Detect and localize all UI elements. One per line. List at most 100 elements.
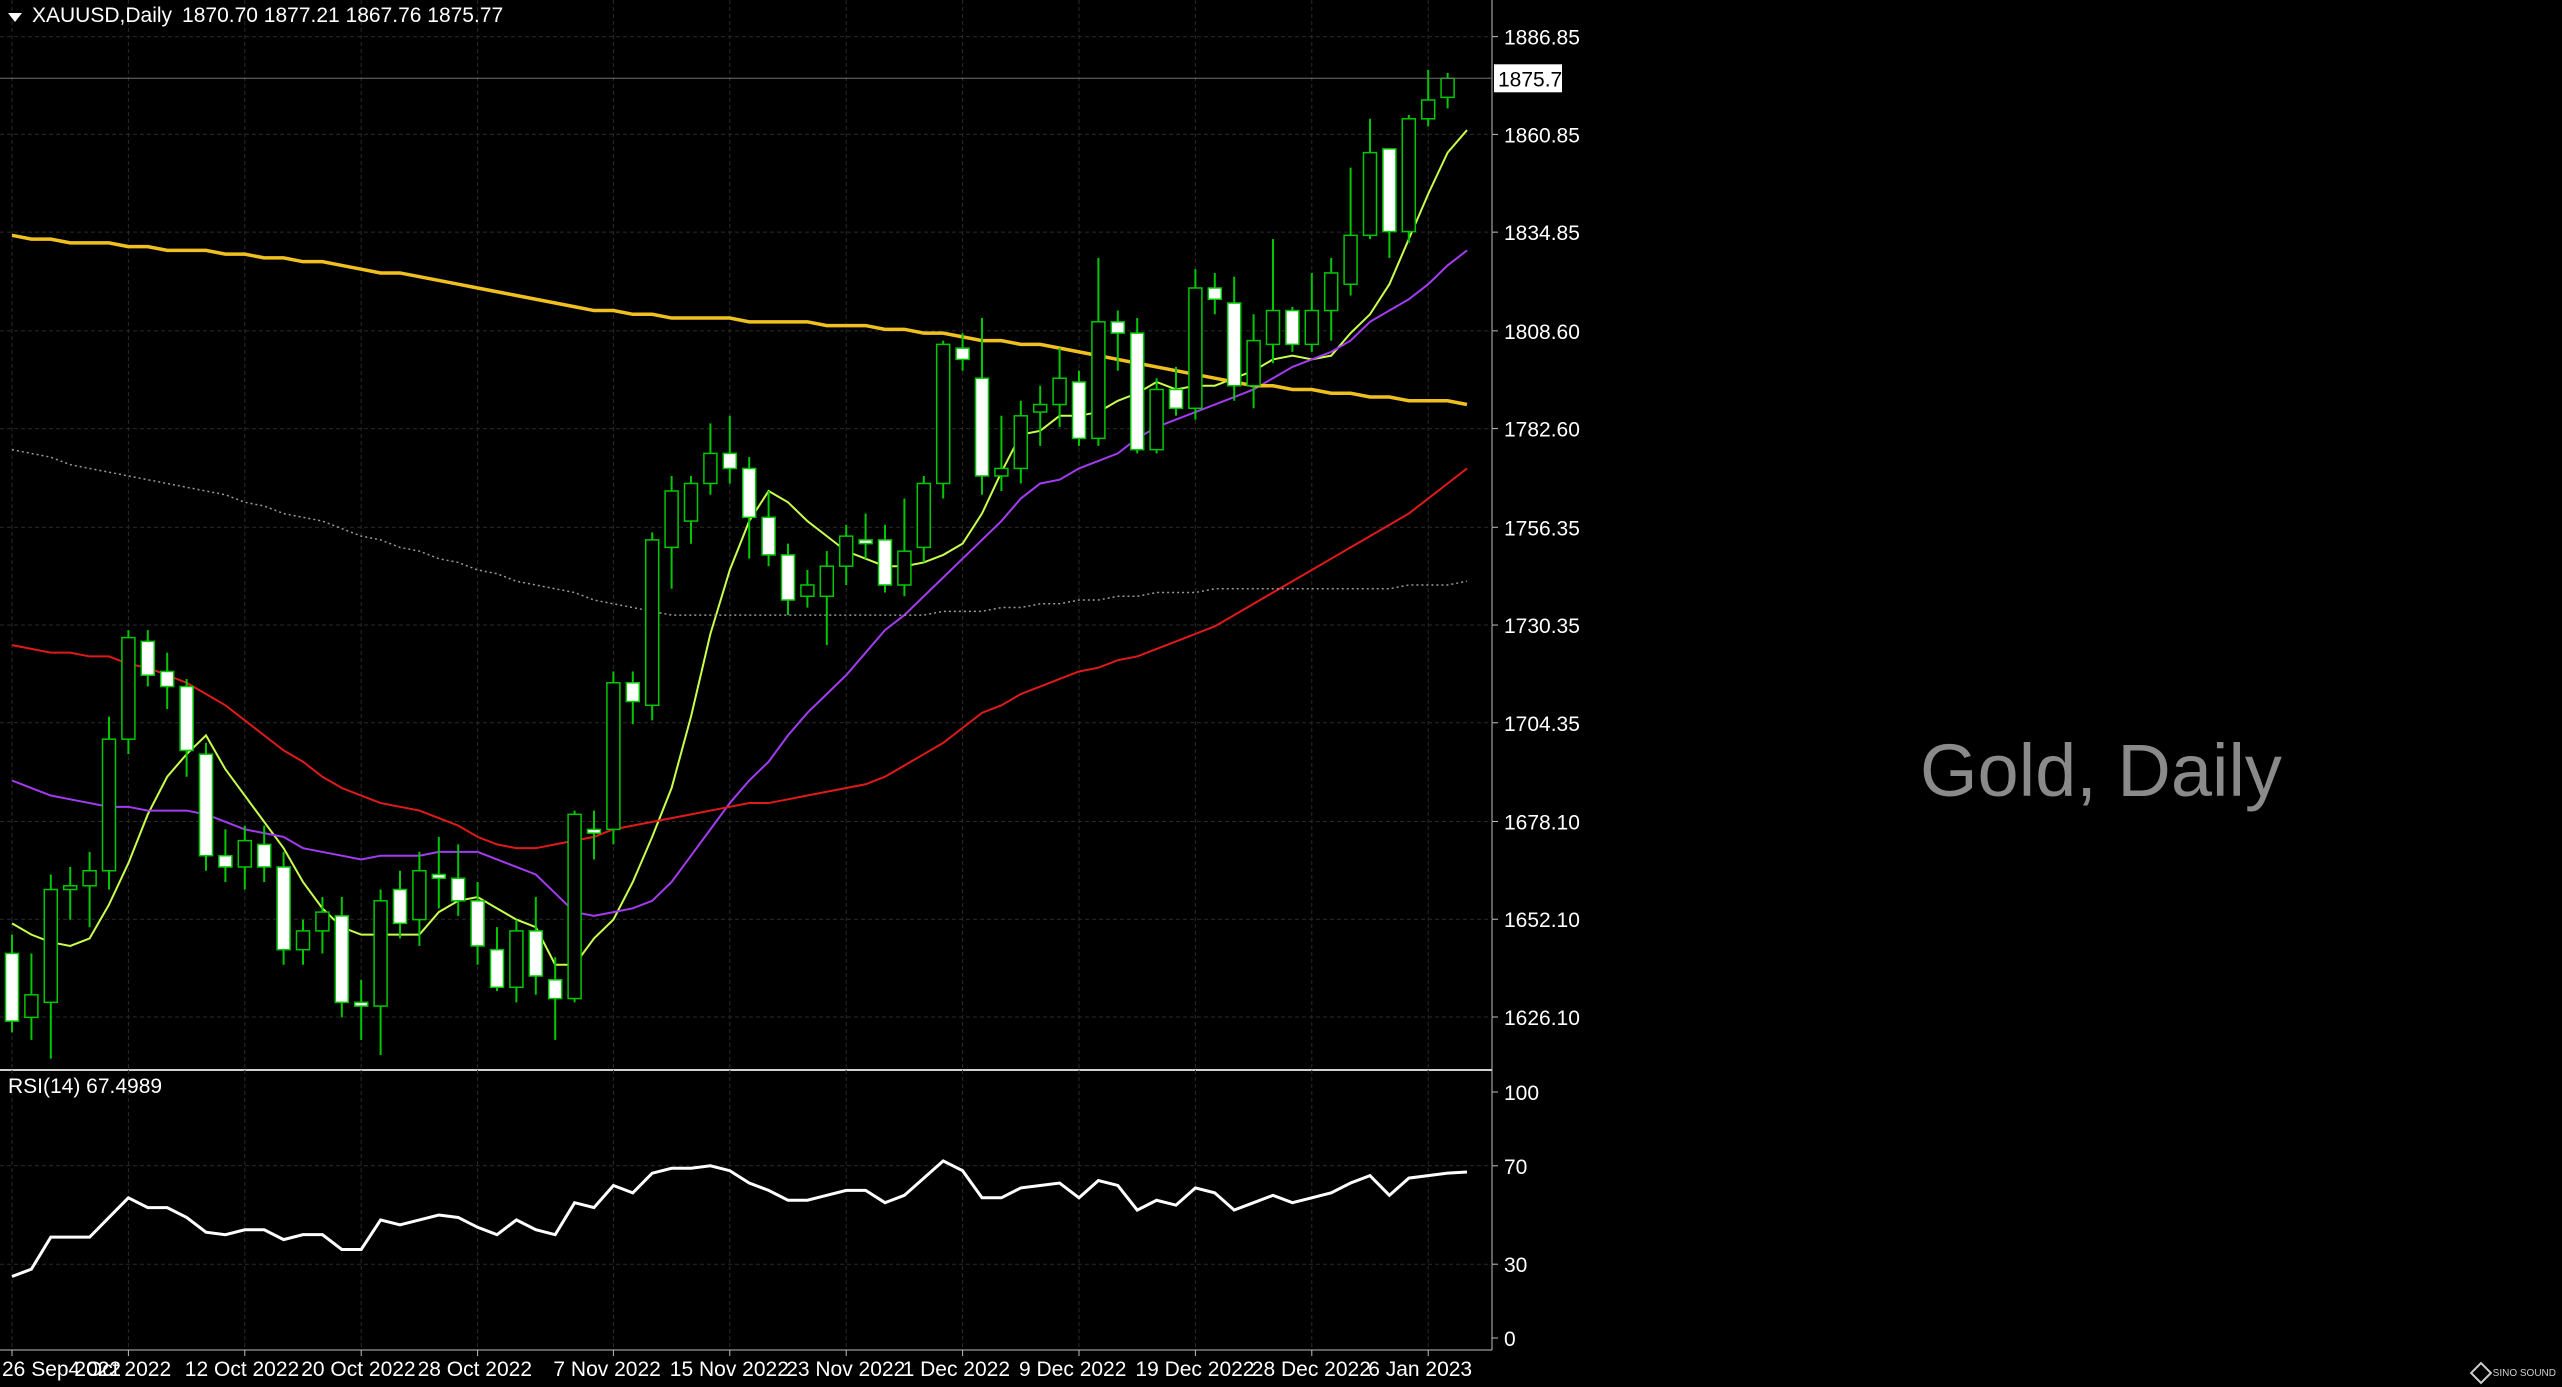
bullish-candle bbox=[1343, 234, 1358, 285]
bullish-candle bbox=[1420, 99, 1436, 120]
chart-watermark: Gold, Daily bbox=[1920, 729, 2282, 812]
bearish-candle bbox=[140, 640, 156, 676]
price-tick-label: 1704.35 bbox=[1504, 713, 1580, 736]
price-tick-label: 1834.85 bbox=[1504, 222, 1580, 245]
bullish-candle bbox=[1265, 309, 1281, 346]
chart-header[interactable]: XAUUSD,Daily 1870.70 1877.21 1867.76 187… bbox=[8, 4, 503, 28]
bullish-candle bbox=[1013, 415, 1029, 470]
bearish-candle bbox=[586, 828, 602, 834]
date-label: 12 Oct 2022 bbox=[185, 1358, 299, 1381]
bullish-candle bbox=[237, 839, 253, 868]
bearish-candle bbox=[625, 681, 641, 703]
rsi-tick-label: 30 bbox=[1504, 1254, 1527, 1277]
bullish-candle bbox=[664, 490, 679, 549]
bullish-candle bbox=[1149, 388, 1164, 451]
rsi-tick-label: 100 bbox=[1504, 1082, 1539, 1105]
moving-average-line bbox=[11, 467, 1468, 850]
price-tick-label: 1678.10 bbox=[1504, 811, 1580, 834]
date-label: 28 Dec 2022 bbox=[1252, 1358, 1371, 1381]
price-tick-label: 1886.85 bbox=[1504, 27, 1580, 50]
bearish-candle bbox=[1382, 148, 1397, 233]
bullish-candle bbox=[800, 584, 815, 598]
bullish-candle bbox=[935, 343, 951, 485]
bullish-candle bbox=[916, 482, 932, 549]
rsi-tick-label: 70 bbox=[1504, 1156, 1527, 1179]
bearish-candle bbox=[489, 948, 505, 989]
dropdown-triangle-icon[interactable] bbox=[8, 12, 22, 22]
bullish-candle bbox=[1401, 118, 1417, 233]
date-label: 20 Oct 2022 bbox=[301, 1358, 415, 1381]
bearish-candle bbox=[877, 539, 893, 586]
date-label: 6 Jan 2023 bbox=[1368, 1358, 1472, 1381]
price-tick-label: 1756.35 bbox=[1504, 517, 1580, 540]
moving-average-line bbox=[11, 129, 1468, 966]
bearish-candle bbox=[392, 888, 408, 925]
bullish-candle bbox=[295, 930, 311, 951]
bullish-candle bbox=[121, 636, 136, 740]
date-label: 1 Dec 2022 bbox=[903, 1358, 1010, 1381]
main-grid bbox=[0, 0, 1493, 1351]
bullish-candle bbox=[703, 452, 718, 485]
bearish-candle bbox=[974, 377, 990, 477]
date-label: 23 Nov 2022 bbox=[786, 1358, 905, 1381]
bearish-candle bbox=[450, 877, 466, 902]
bearish-candle bbox=[256, 843, 272, 868]
date-label: 15 Nov 2022 bbox=[670, 1358, 789, 1381]
price-tick-label: 1626.10 bbox=[1504, 1007, 1580, 1030]
price-tick-label: 1782.60 bbox=[1504, 419, 1580, 442]
bullish-candle bbox=[994, 467, 1009, 477]
date-label: 26 Sep 2022 bbox=[2, 1358, 121, 1381]
logo-text: SINO SOUND bbox=[2492, 1367, 2556, 1379]
bearish-candle bbox=[780, 554, 796, 601]
bearish-candle bbox=[470, 900, 485, 947]
bullish-candle bbox=[1091, 321, 1106, 440]
date-label: 4 Oct 2022 bbox=[68, 1358, 171, 1381]
bearish-candle bbox=[858, 539, 873, 545]
ohlc-values: 1870.70 1877.21 1867.76 1875.77 bbox=[182, 4, 504, 27]
bullish-candle bbox=[1188, 287, 1203, 410]
bullish-candle bbox=[24, 994, 39, 1019]
bearish-candle bbox=[1071, 381, 1087, 440]
moving-average-line bbox=[11, 448, 1468, 616]
rsi-tick-label: 0 bbox=[1504, 1328, 1516, 1351]
bearish-candle bbox=[4, 952, 20, 1022]
rsi-grid bbox=[0, 1070, 1492, 1350]
moving-average-line bbox=[11, 233, 1468, 407]
moving-average-line bbox=[11, 249, 1468, 917]
logo-icon bbox=[2469, 1361, 2492, 1385]
bearish-candle bbox=[761, 516, 776, 556]
bullish-candle bbox=[82, 869, 97, 887]
price-tick-label: 1860.85 bbox=[1504, 124, 1580, 147]
bearish-candle bbox=[1285, 309, 1300, 346]
price-axis: 1886.85 1860.85 1834.85 1808.60 1782.60 1756.… bbox=[0, 27, 1580, 1351]
last-price-box bbox=[1494, 64, 1562, 93]
bearish-candle bbox=[528, 930, 544, 977]
bullish-candle bbox=[1362, 151, 1378, 237]
price-tick-label: 1730.35 bbox=[1504, 615, 1580, 638]
bearish-candle bbox=[1168, 388, 1184, 410]
candles[interactable] bbox=[4, 69, 1455, 1059]
rsi-label: RSI(14) 67.4989 bbox=[8, 1075, 163, 1098]
bullish-candle bbox=[1440, 77, 1455, 99]
bullish-candle bbox=[838, 535, 854, 567]
bearish-candle bbox=[431, 873, 447, 880]
bearish-candle bbox=[741, 467, 757, 519]
bearish-candle bbox=[276, 866, 291, 951]
bearish-candle bbox=[218, 854, 233, 868]
bullish-candle bbox=[1246, 339, 1261, 387]
bearish-candle bbox=[198, 753, 214, 857]
bearish-candle bbox=[1207, 287, 1223, 301]
price-tick-label: 1808.60 bbox=[1504, 321, 1580, 344]
bearish-candle bbox=[1129, 332, 1145, 451]
bullish-candle bbox=[43, 888, 59, 1004]
bullish-candle bbox=[606, 681, 621, 831]
bullish-candle bbox=[509, 930, 524, 989]
bearish-candle bbox=[179, 685, 194, 752]
bearish-candle bbox=[1110, 321, 1126, 334]
bearish-candle bbox=[722, 452, 738, 470]
moving-averages bbox=[11, 129, 1468, 966]
bullish-candle bbox=[567, 813, 582, 1000]
bearish-candle bbox=[955, 347, 970, 361]
price-tick-label: 1652.10 bbox=[1504, 909, 1580, 932]
